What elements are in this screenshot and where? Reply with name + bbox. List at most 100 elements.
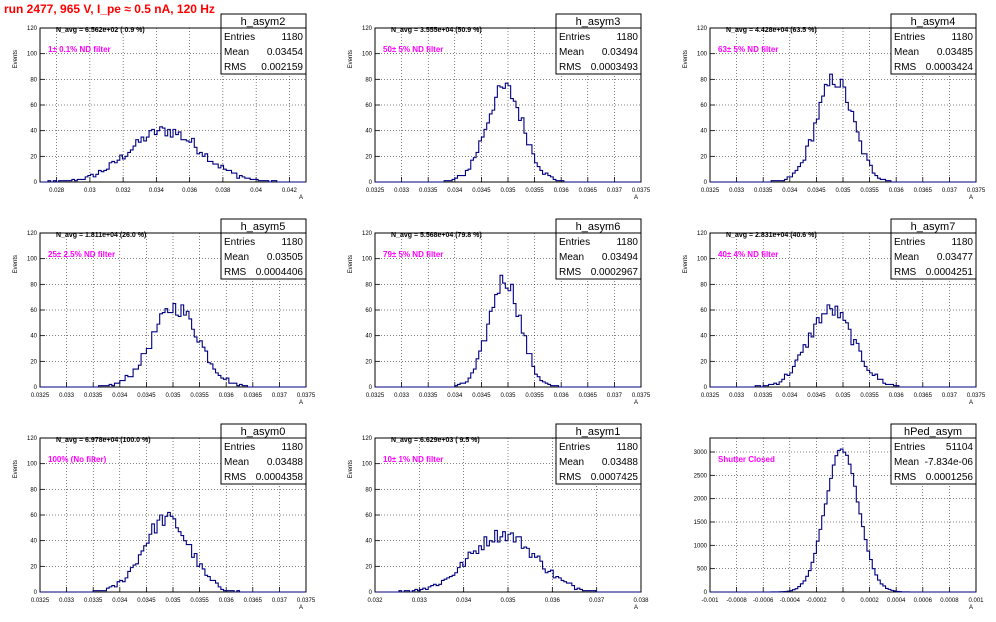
y-tick-label: 40 [700,334,707,340]
x-tick-label: 0.03 [84,188,96,194]
x-tick-label: 0.037 [607,188,623,194]
y-tick-label: 0 [369,180,373,186]
x-tick-label: 0.0006 [914,598,933,604]
histogram-hPed_asym: -0.001 -0.0008 -0.0006 -0.0004 -0.0002 0 0.000… [694,423,984,611]
stat-value: 0.0003493 [591,62,639,73]
filter-note: 79± 5% ND filter [383,250,443,259]
y-tick-label: 40 [365,334,372,340]
stat-value: 1180 [281,32,303,43]
stat-value: 0.0004358 [256,472,304,483]
y-tick-label: 100 [362,257,373,263]
stat-value: 1180 [281,237,303,248]
x-tick-label: 0.036 [554,188,570,194]
stat-value: 0.002159 [261,62,303,73]
histogram-name: h_asym1 [576,426,621,438]
x-tick-label: 0.0365 [244,598,263,604]
stats-box: h_asym0 Entries 1180 Mean 0.03488 RMS 0.000435… [220,423,307,485]
histogram-name: h_asym4 [911,16,956,28]
y-tick-label: 60 [365,308,372,314]
stat-label: RMS [559,472,582,483]
stat-label: Mean [894,47,919,58]
histogram-series [40,303,306,388]
x-axis-label: A [299,400,303,406]
stats-box: h_asym5 Entries 1180 Mean 0.03505 RMS 0.000440… [220,218,307,280]
y-axis-label: Events [13,255,19,273]
x-tick-label: 0.036 [889,393,905,399]
y-tick-label: 0 [34,590,38,596]
stat-label: Entries [559,32,590,43]
x-tick-label: 0.0375 [297,598,316,604]
navg-label: N_avg = 1.811e+04 (26.0 %) [56,232,146,239]
x-tick-label: 0.035 [500,598,516,604]
stat-value: 1180 [616,442,638,453]
y-tick-label: 80 [365,487,372,493]
histogram-series [375,82,641,183]
x-tick-label: 0.0004 [887,598,906,604]
y-tick-label: 120 [697,26,708,32]
x-tick-label: 0.033 [729,393,745,399]
y-axis-label: Events [348,50,354,68]
y-tick-label: 60 [700,103,707,109]
y-axis-label: Events [13,460,19,478]
stat-label: Mean [559,47,584,58]
stat-label: Entries [894,442,925,453]
stat-value: 0.0002967 [591,267,639,278]
x-tick-label: 0.0335 [419,393,438,399]
x-tick-label: 0.0355 [860,188,879,194]
x-tick-label: 0.0365 [579,188,598,194]
stat-label: RMS [894,62,917,73]
stat-label: Entries [559,237,590,248]
y-tick-label: 20 [700,154,707,160]
stat-label: RMS [559,62,582,73]
navg-label: N_avg = 6.562e+02 ( 0.9 %) [56,27,145,34]
x-axis-label: A [299,195,303,201]
x-tick-label: 0.035 [835,188,851,194]
x-tick-label: 0.028 [49,188,65,194]
y-tick-label: 100 [697,52,708,58]
y-tick-label: 120 [362,231,373,237]
stat-value: 0.03505 [267,252,304,263]
x-tick-label: 0.0345 [472,188,491,194]
stat-label: RMS [224,267,247,278]
x-tick-label: 0.0335 [419,188,438,194]
x-tick-label: 0.033 [59,393,75,399]
x-tick-label: 0.036 [554,393,570,399]
y-axis-label: Events [683,255,689,273]
x-tick-label: 0.034 [112,598,128,604]
stat-value: 1180 [281,442,303,453]
y-tick-label: 120 [27,231,38,237]
x-tick-label: -0.0002 [806,598,827,604]
y-tick-label: 100 [27,462,38,468]
x-tick-label: 0.0335 [84,393,103,399]
x-axis-label: A [969,400,973,406]
histogram-name: h_asym5 [241,221,286,233]
histogram-h_asym3: 0.0325 0.033 0.0335 0.034 0.0345 0.035 0.0355 0… [348,13,651,201]
stats-box: hPed_asym Entries 51104 Mean -7.834e-06 RMS 0.… [890,423,977,485]
y-tick-label: 40 [365,539,372,545]
histogram-series [375,274,641,388]
x-tick-label: -0.0006 [753,598,774,604]
x-tick-label: 0.0325 [701,188,720,194]
y-tick-label: 100 [697,257,708,263]
stat-label: Entries [894,32,925,43]
y-tick-label: 80 [365,77,372,83]
histogram-name: h_asym0 [241,426,286,438]
stat-value: 0.03477 [937,252,974,263]
y-tick-label: 0 [369,385,373,391]
y-tick-label: 500 [697,567,708,573]
stat-label: Mean [224,47,249,58]
x-tick-label: 0.037 [607,393,623,399]
x-tick-label: 0.0325 [31,598,50,604]
x-tick-label: 0.037 [589,598,605,604]
x-tick-label: 0.036 [545,598,561,604]
y-axis-label: Events [348,255,354,273]
x-tick-label: 0.0375 [967,393,986,399]
x-axis-label: A [634,400,638,406]
x-tick-label: 0.034 [782,393,798,399]
histogram-h_asym5: 0.0325 0.033 0.0335 0.034 0.0345 0.035 0.0355 0… [13,218,316,406]
histogram-h_asym4: 0.0325 0.033 0.0335 0.034 0.0345 0.035 0.0355 0… [683,13,986,201]
stat-value: 0.0001256 [926,472,974,483]
stat-value: 0.0007425 [591,472,639,483]
y-tick-label: 20 [30,154,37,160]
stats-box: h_asym1 Entries 1180 Mean 0.03488 RMS 0.000742… [555,423,642,485]
